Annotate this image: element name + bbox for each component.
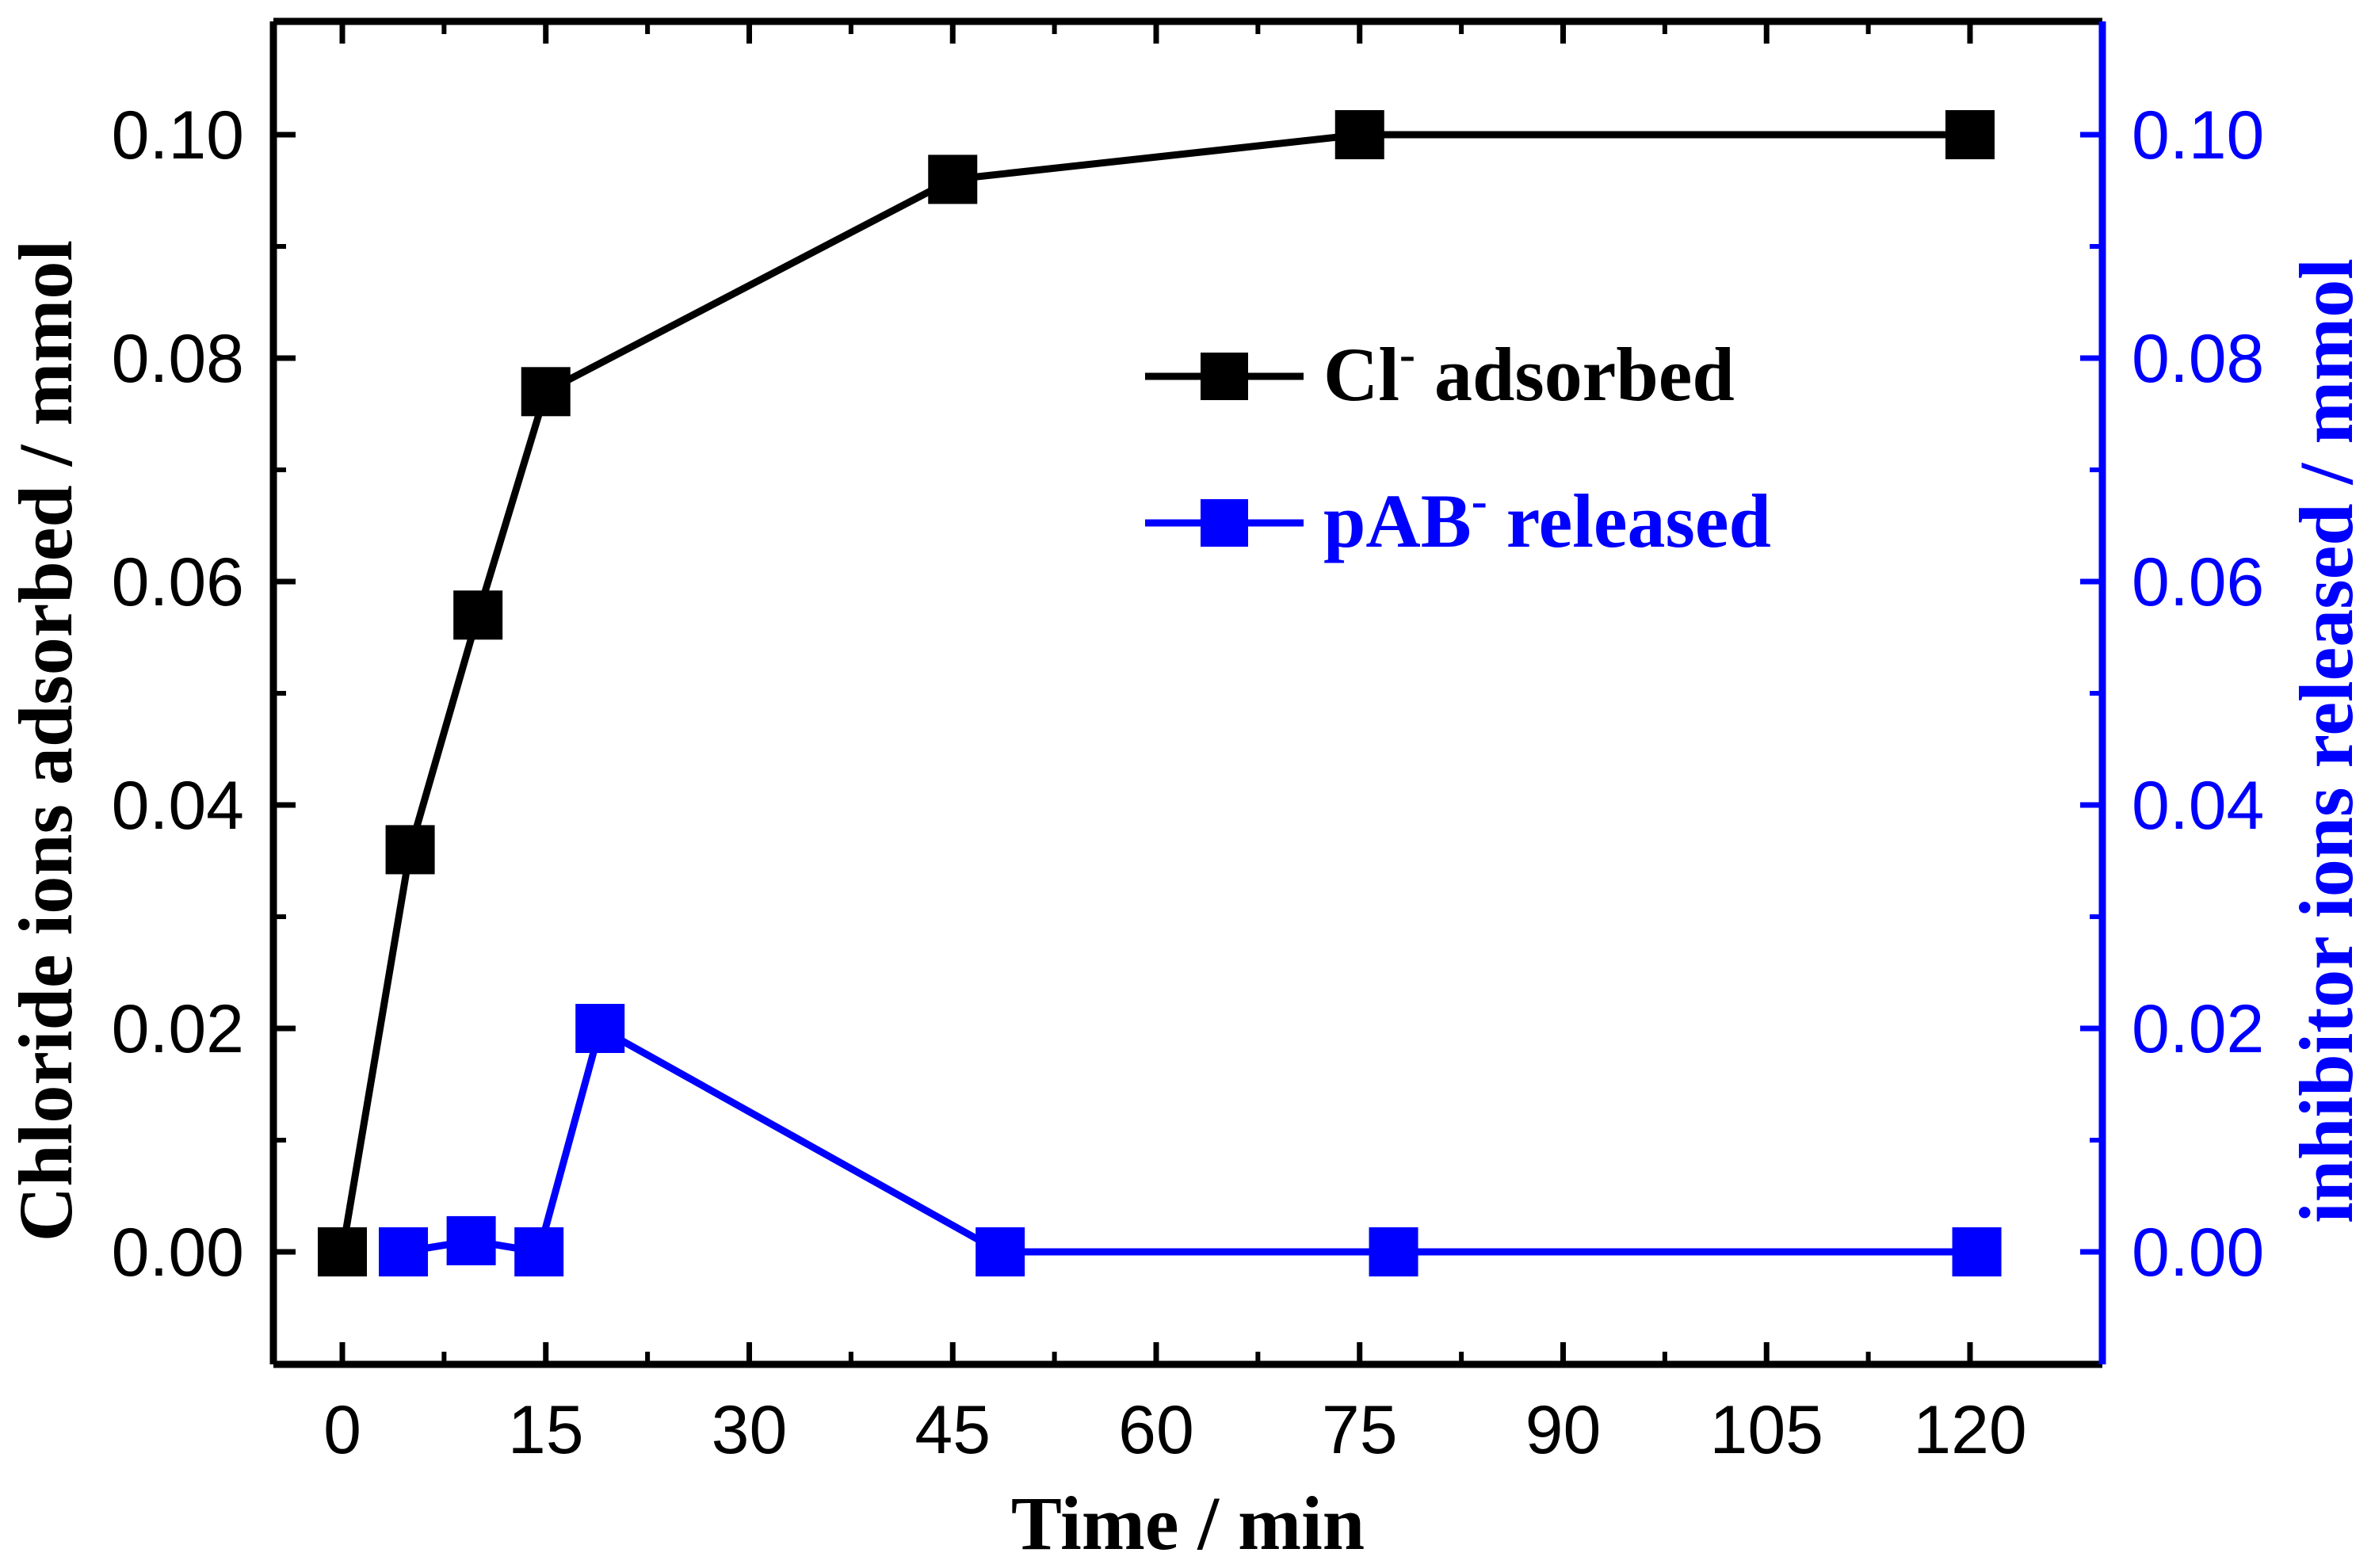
x-tick-label: 75 (1322, 1392, 1398, 1468)
legend-label-pab: pAB- released (1323, 475, 1771, 563)
series-1-point-2 (514, 1227, 564, 1276)
series-0-point-5 (1334, 110, 1384, 159)
y-left-tick-label: 0.10 (112, 97, 244, 174)
legend-entry-pab: pAB- released (1145, 475, 1771, 563)
y-left-tick-label: 0.06 (112, 544, 244, 620)
y-right-tick-label: 0.04 (2132, 768, 2264, 844)
y-right-tick-label: 0.06 (2132, 544, 2264, 620)
legend-entry-cl: Cl- adsorbed (1145, 328, 1735, 417)
series-0-point-1 (385, 825, 435, 875)
y-right-tick-label: 0.02 (2132, 991, 2264, 1067)
x-tick-label: 90 (1525, 1392, 1602, 1468)
legend: Cl- adsorbed pAB- released (1145, 328, 1771, 563)
x-axis-title: Time / min (1011, 1481, 1365, 1566)
y-axis-left-title: Chloride ions adsorbed / mmol (3, 240, 88, 1242)
y-left-tick-label: 0.00 (112, 1215, 244, 1291)
series-0-point-4 (928, 155, 978, 204)
series-1-point-3 (575, 1004, 625, 1053)
series-layer (318, 110, 2002, 1276)
y-right-tick-label: 0.08 (2132, 321, 2264, 397)
series-1-point-6 (1952, 1227, 2002, 1276)
y-left-tick-label: 0.02 (112, 991, 244, 1067)
y-left-tick-label: 0.04 (112, 768, 244, 844)
series-0-point-3 (521, 367, 571, 417)
series-1-point-5 (1369, 1227, 1418, 1276)
x-tick-label: 60 (1118, 1392, 1194, 1468)
axis-ticks: 0 15 30 45 60 75 90 105 120 0.00 0.02 0.04 0.06 0.08 0… (112, 21, 2264, 1468)
y-left-tick-label: 0.08 (112, 321, 244, 397)
legend-label-cl: Cl- adsorbed (1323, 328, 1735, 417)
x-tick-label: 45 (914, 1392, 991, 1468)
series-1-point-0 (379, 1227, 429, 1276)
series-0-point-6 (1945, 110, 1995, 159)
x-tick-label: 120 (1913, 1392, 2027, 1468)
x-tick-label: 0 (323, 1392, 361, 1468)
x-tick-label: 15 (508, 1392, 584, 1468)
series-1-point-4 (976, 1227, 1025, 1276)
legend-marker-pab (1201, 499, 1248, 547)
series-1-point-1 (446, 1215, 496, 1265)
legend-marker-cl (1201, 353, 1248, 400)
series-0-point-2 (453, 590, 503, 640)
x-tick-label: 105 (1710, 1392, 1824, 1468)
y-axis-right-title: inhibitor ions released / mmol (2284, 258, 2369, 1223)
y-right-tick-label: 0.10 (2132, 97, 2264, 174)
series-0-point-0 (318, 1227, 367, 1276)
y-right-tick-label: 0.00 (2132, 1215, 2264, 1291)
x-tick-label: 30 (712, 1392, 788, 1468)
